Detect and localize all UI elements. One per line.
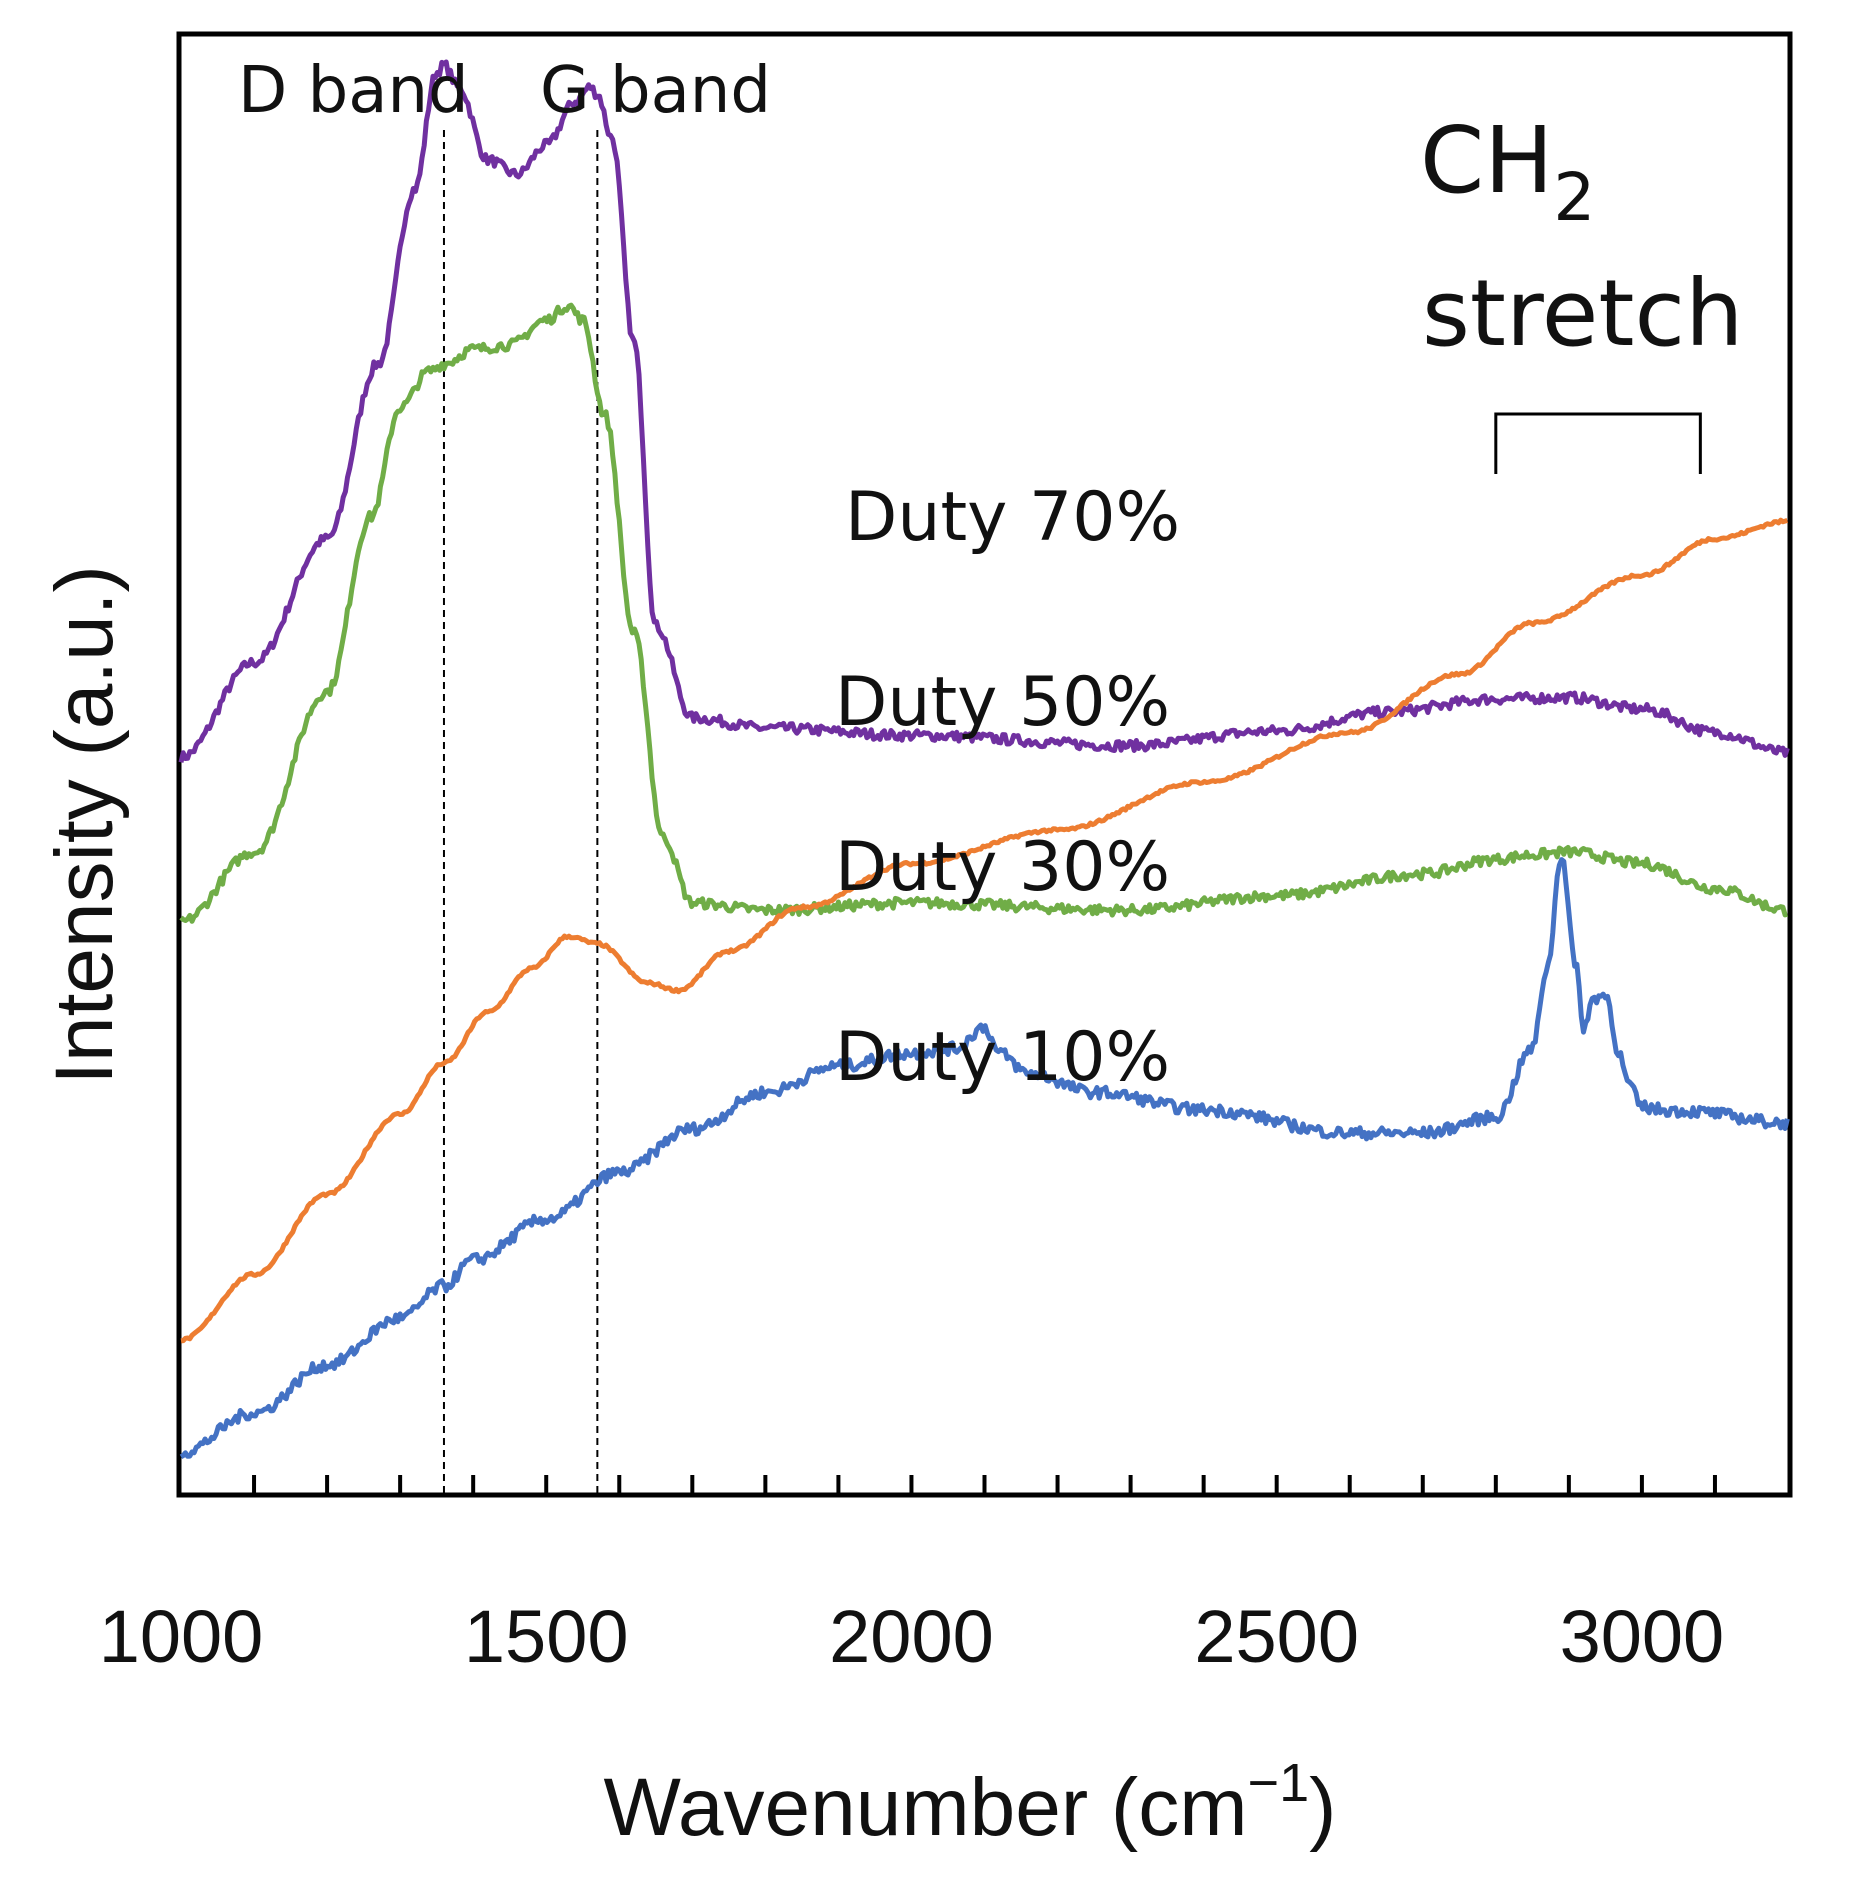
series-line-duty-30 <box>180 517 1789 1344</box>
plot-frame <box>176 31 1793 1498</box>
series-line-duty-70 <box>178 59 1790 763</box>
ch2-bracket <box>1494 412 1702 474</box>
x-axis-title-close: ) <box>1309 1762 1336 1853</box>
series-label-duty-30: Duty 30% <box>835 828 1170 907</box>
reference-lines <box>442 130 599 1493</box>
x-tick-label-2000: 2000 <box>829 1595 994 1678</box>
x-tick-label-1500: 1500 <box>464 1595 629 1678</box>
ch2-main: CH <box>1420 107 1553 214</box>
series-label-duty-50: Duty 50% <box>835 663 1170 742</box>
y-axis-title: Intensity (a.u.) <box>39 565 130 1085</box>
series-line-duty-10 <box>179 857 1790 1459</box>
series-line-duty-50 <box>179 302 1789 924</box>
x-tick-label-3000: 3000 <box>1560 1595 1725 1678</box>
d-band-label: D band <box>238 54 469 128</box>
series-label-duty-10: Duty 10% <box>835 1018 1170 1097</box>
ch2-subscript: 2 <box>1553 159 1595 236</box>
series-label-duty-70: Duty 70% <box>845 478 1180 557</box>
g-band-label: G band <box>540 54 771 128</box>
x-axis-ticks <box>252 1475 1717 1493</box>
x-axis-tick-labels: 1000 1500 2000 2500 3000 <box>99 1595 1725 1678</box>
stretch-label: stretch <box>1422 260 1743 367</box>
ch2-label: CH2 <box>1420 107 1595 236</box>
x-axis-title: Wavenumber (cm−1) <box>604 1753 1337 1853</box>
x-tick-label-1000: 1000 <box>99 1595 264 1678</box>
x-axis-title-sup: −1 <box>1248 1753 1310 1813</box>
x-axis-title-text: Wavenumber (cm <box>604 1762 1248 1853</box>
x-tick-label-2500: 2500 <box>1194 1595 1359 1678</box>
series-lines <box>178 59 1790 1459</box>
